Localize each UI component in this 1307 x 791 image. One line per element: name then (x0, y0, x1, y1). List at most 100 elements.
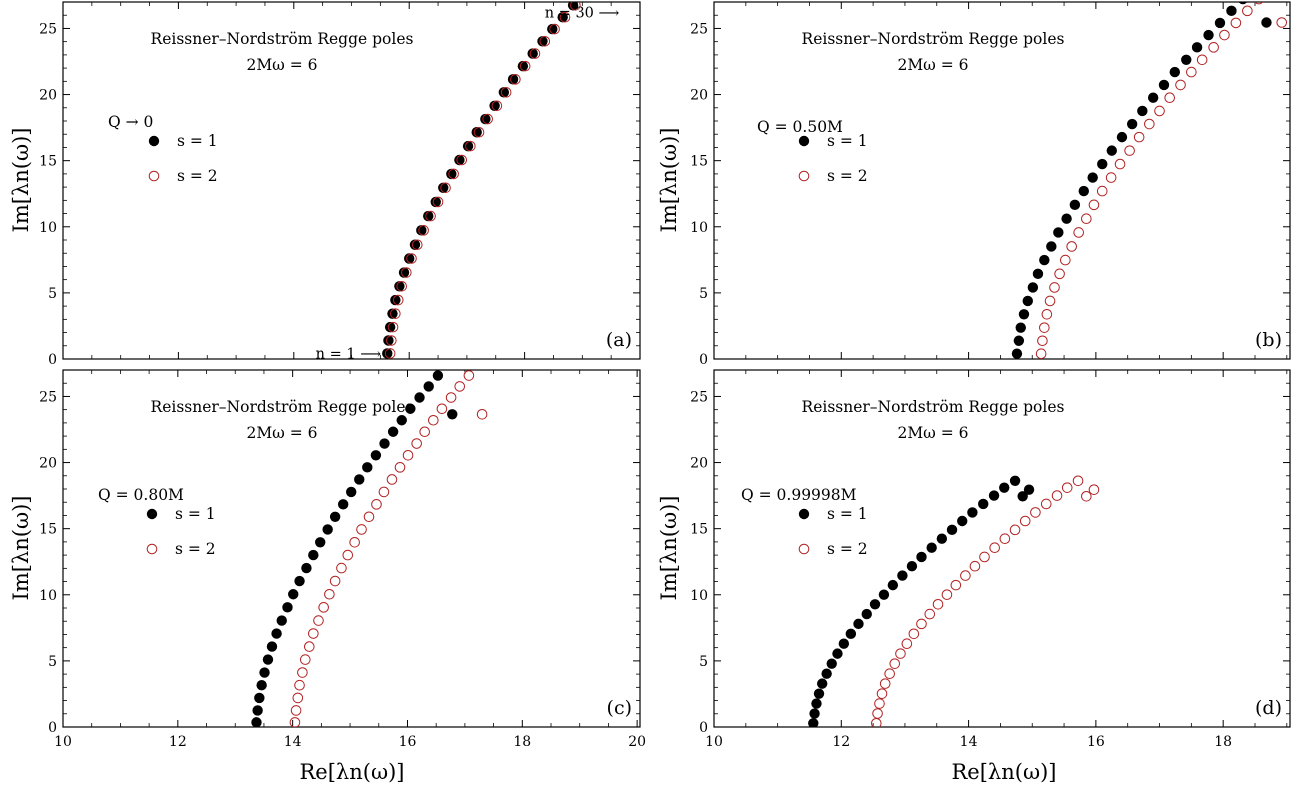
y-tick-label: 20 (690, 88, 708, 104)
point-s1 (276, 615, 287, 626)
point-s2 (384, 348, 396, 359)
legend-marker-s1 (148, 135, 160, 147)
point-s2 (294, 679, 305, 691)
point-s2 (1186, 66, 1197, 78)
point-s2 (1219, 29, 1230, 41)
point-s2 (908, 628, 920, 640)
point-s2 (378, 486, 390, 498)
point-s2 (297, 667, 308, 678)
point-s2 (1054, 268, 1065, 280)
x-tick-label: 14 (960, 734, 978, 750)
panel-a: 0 5 10 15 20 25 Reissner–Nordström Regge poles… (39, 1, 641, 368)
point-s1 (1011, 348, 1023, 359)
y-tick-label: 25 (690, 389, 708, 405)
point-s2 (318, 602, 329, 613)
point-s2 (549, 23, 560, 35)
x-tick-label: 18 (513, 734, 531, 750)
plot-frame (713, 369, 1291, 728)
legend-marker-s1 (798, 135, 810, 147)
point-s1 (845, 628, 857, 639)
legend-marker-s2 (148, 170, 160, 182)
point-s2 (519, 60, 531, 72)
point-s1 (301, 562, 312, 574)
panel-tag: (d) (1255, 697, 1282, 719)
legend-marker-s1 (146, 508, 158, 520)
point-s1 (266, 641, 278, 652)
point-s1 (1226, 5, 1237, 17)
y-axis-title-top-right: Im[λn(ω)] (657, 128, 681, 233)
point-s2 (394, 462, 406, 473)
point-s1 (498, 87, 510, 98)
point-s1 (329, 511, 341, 522)
point-s2 (559, 11, 571, 23)
point-s2 (876, 688, 888, 699)
point-s2 (924, 608, 936, 620)
point-s2 (510, 74, 521, 85)
point-s2 (428, 414, 439, 426)
point-s2 (1037, 335, 1048, 347)
point-s2 (1276, 17, 1288, 28)
point-s2 (308, 628, 319, 639)
point-s2 (313, 615, 324, 626)
point-s2 (1196, 54, 1208, 66)
point-s1 (1147, 92, 1159, 103)
point-s2 (1254, 2, 1264, 5)
x-tick-label: 12 (169, 734, 187, 750)
point-s1 (838, 638, 850, 649)
point-s1 (811, 698, 822, 709)
y-tick-label: 5 (48, 654, 57, 670)
panel-title: Reissner–Nordström Regge poles (802, 398, 1065, 416)
point-s1 (1137, 105, 1148, 117)
point-s1 (254, 692, 265, 704)
point-s1 (1053, 227, 1064, 238)
legend-label-s2: s = 2 (177, 167, 218, 185)
point-s1 (1018, 309, 1030, 320)
point-s2 (356, 524, 367, 535)
point-s2 (476, 408, 488, 420)
point-s2 (1114, 158, 1126, 170)
x-tick-label: 18 (1214, 734, 1232, 750)
point-s1 (1126, 118, 1138, 130)
point-s2 (1081, 213, 1092, 225)
point-s2 (411, 239, 423, 251)
point-s1 (308, 549, 319, 561)
point-s2 (539, 35, 551, 47)
point-s1 (382, 348, 393, 359)
point-s1 (462, 140, 474, 152)
point-s2 (336, 562, 347, 574)
point-s2 (1133, 131, 1145, 143)
legend-label-s1: s = 1 (827, 505, 868, 523)
point-s1 (1191, 42, 1203, 53)
y-axis-title-top-left: Im[λn(ω)] (9, 128, 33, 233)
point-s1 (1238, 2, 1248, 5)
point-s1 (430, 196, 441, 208)
point-s2 (1030, 507, 1041, 518)
panel-title: Reissner–Nordström Regge poles (802, 30, 1065, 48)
y-tick-label: 20 (39, 88, 57, 104)
point-s1 (480, 113, 491, 125)
point-s1 (1061, 213, 1072, 224)
point-s1 (262, 654, 274, 665)
point-s2 (392, 294, 404, 306)
point-s1 (547, 23, 558, 35)
point-s1 (251, 717, 262, 727)
point-s1 (383, 335, 394, 346)
point-s2 (1051, 490, 1063, 501)
panel-b: 0 5 10 15 20 25 Reissner–Nordström Regge poles… (690, 1, 1291, 368)
point-s2 (454, 381, 466, 392)
point-s1 (1017, 491, 1028, 502)
point-s2 (473, 126, 485, 138)
point-s2 (960, 570, 971, 581)
point-s2 (1081, 490, 1092, 502)
point-s2 (482, 113, 493, 125)
panel-tag: (a) (606, 329, 632, 351)
point-s1 (832, 648, 843, 659)
point-s2 (979, 551, 990, 563)
y-tick-label: 10 (39, 588, 57, 604)
point-s1 (409, 239, 421, 250)
point-s1 (1261, 17, 1272, 28)
y-tick-label: 0 (699, 720, 708, 736)
point-s1 (294, 575, 305, 587)
point-s2 (465, 140, 476, 152)
